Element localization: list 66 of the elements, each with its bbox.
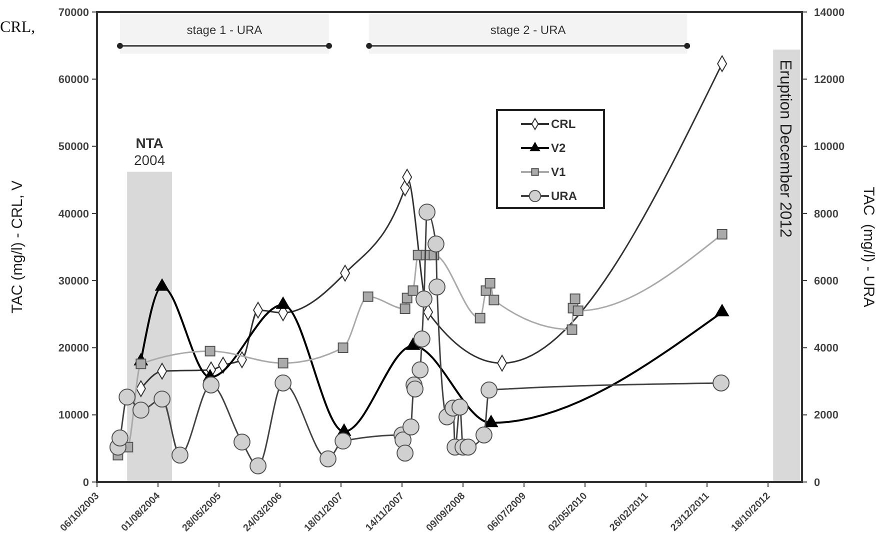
point: [396, 444, 414, 462]
y-axis-title: TAC (mg/l) - CRL, V: [9, 180, 26, 314]
y-tick-label: 10000: [58, 410, 89, 422]
y2-tick-label: 8000: [814, 208, 838, 220]
point: [572, 306, 584, 316]
point: [338, 342, 348, 353]
y-tick-label: 70000: [58, 6, 89, 19]
point: [202, 376, 220, 394]
band-label: Eruption December 2012: [776, 60, 794, 238]
point: [406, 380, 424, 398]
point: [488, 294, 500, 306]
band-label: stage 2 - URA: [490, 22, 566, 37]
y-tick-label: 40000: [58, 208, 89, 220]
point: [132, 402, 150, 419]
point: [412, 361, 429, 378]
point: [480, 382, 498, 398]
point: [250, 457, 267, 474]
point: [428, 236, 444, 252]
legend-label: CRL: [551, 117, 576, 132]
y2-tick-label: 6000: [814, 275, 838, 288]
point: [171, 446, 188, 464]
point: [570, 293, 580, 304]
y2-tick-label: 12000: [814, 74, 845, 86]
point: [474, 312, 486, 324]
y-tick-label: 20000: [58, 342, 89, 355]
point: [400, 304, 410, 314]
point: [362, 291, 374, 302]
band-label: NTA 2004: [134, 134, 166, 168]
legend-label: URA: [551, 189, 578, 204]
point: [716, 229, 728, 240]
point: [451, 398, 468, 416]
y2-axis-title: TAC (mg/l) - URA: [860, 186, 877, 308]
point: [154, 390, 171, 408]
y2-tick-label: 0: [814, 476, 820, 489]
legend-label: V2: [551, 141, 566, 156]
y-tick-label: 60000: [58, 74, 89, 86]
text: CRL,: [0, 19, 36, 36]
point: [428, 278, 446, 296]
point: [118, 388, 136, 406]
point: [475, 426, 492, 444]
point: [484, 415, 498, 428]
y2-tick-label: 4000: [814, 342, 838, 355]
band-label: stage 1 - URA: [186, 22, 262, 37]
y-tick-label: 50000: [58, 141, 89, 154]
point: [416, 290, 432, 308]
point: [278, 358, 288, 368]
point: [484, 278, 496, 288]
point: [334, 432, 352, 450]
point: [112, 430, 128, 446]
point: [402, 418, 420, 436]
point: [274, 374, 292, 392]
y-tick-label: 30000: [58, 275, 89, 288]
y2-tick-label: 14000: [814, 6, 845, 19]
point: [204, 346, 216, 356]
y-tick-label: 0: [82, 476, 89, 489]
point: [234, 434, 250, 451]
point: [712, 374, 730, 392]
point: [413, 330, 430, 348]
legend-label: V1: [551, 165, 566, 180]
y2-tick-label: 2000: [814, 410, 838, 422]
point: [408, 285, 418, 296]
point: [566, 324, 578, 335]
y2-tick-label: 10000: [814, 141, 845, 154]
point: [418, 204, 436, 221]
point: [320, 450, 336, 468]
point: [460, 438, 477, 456]
